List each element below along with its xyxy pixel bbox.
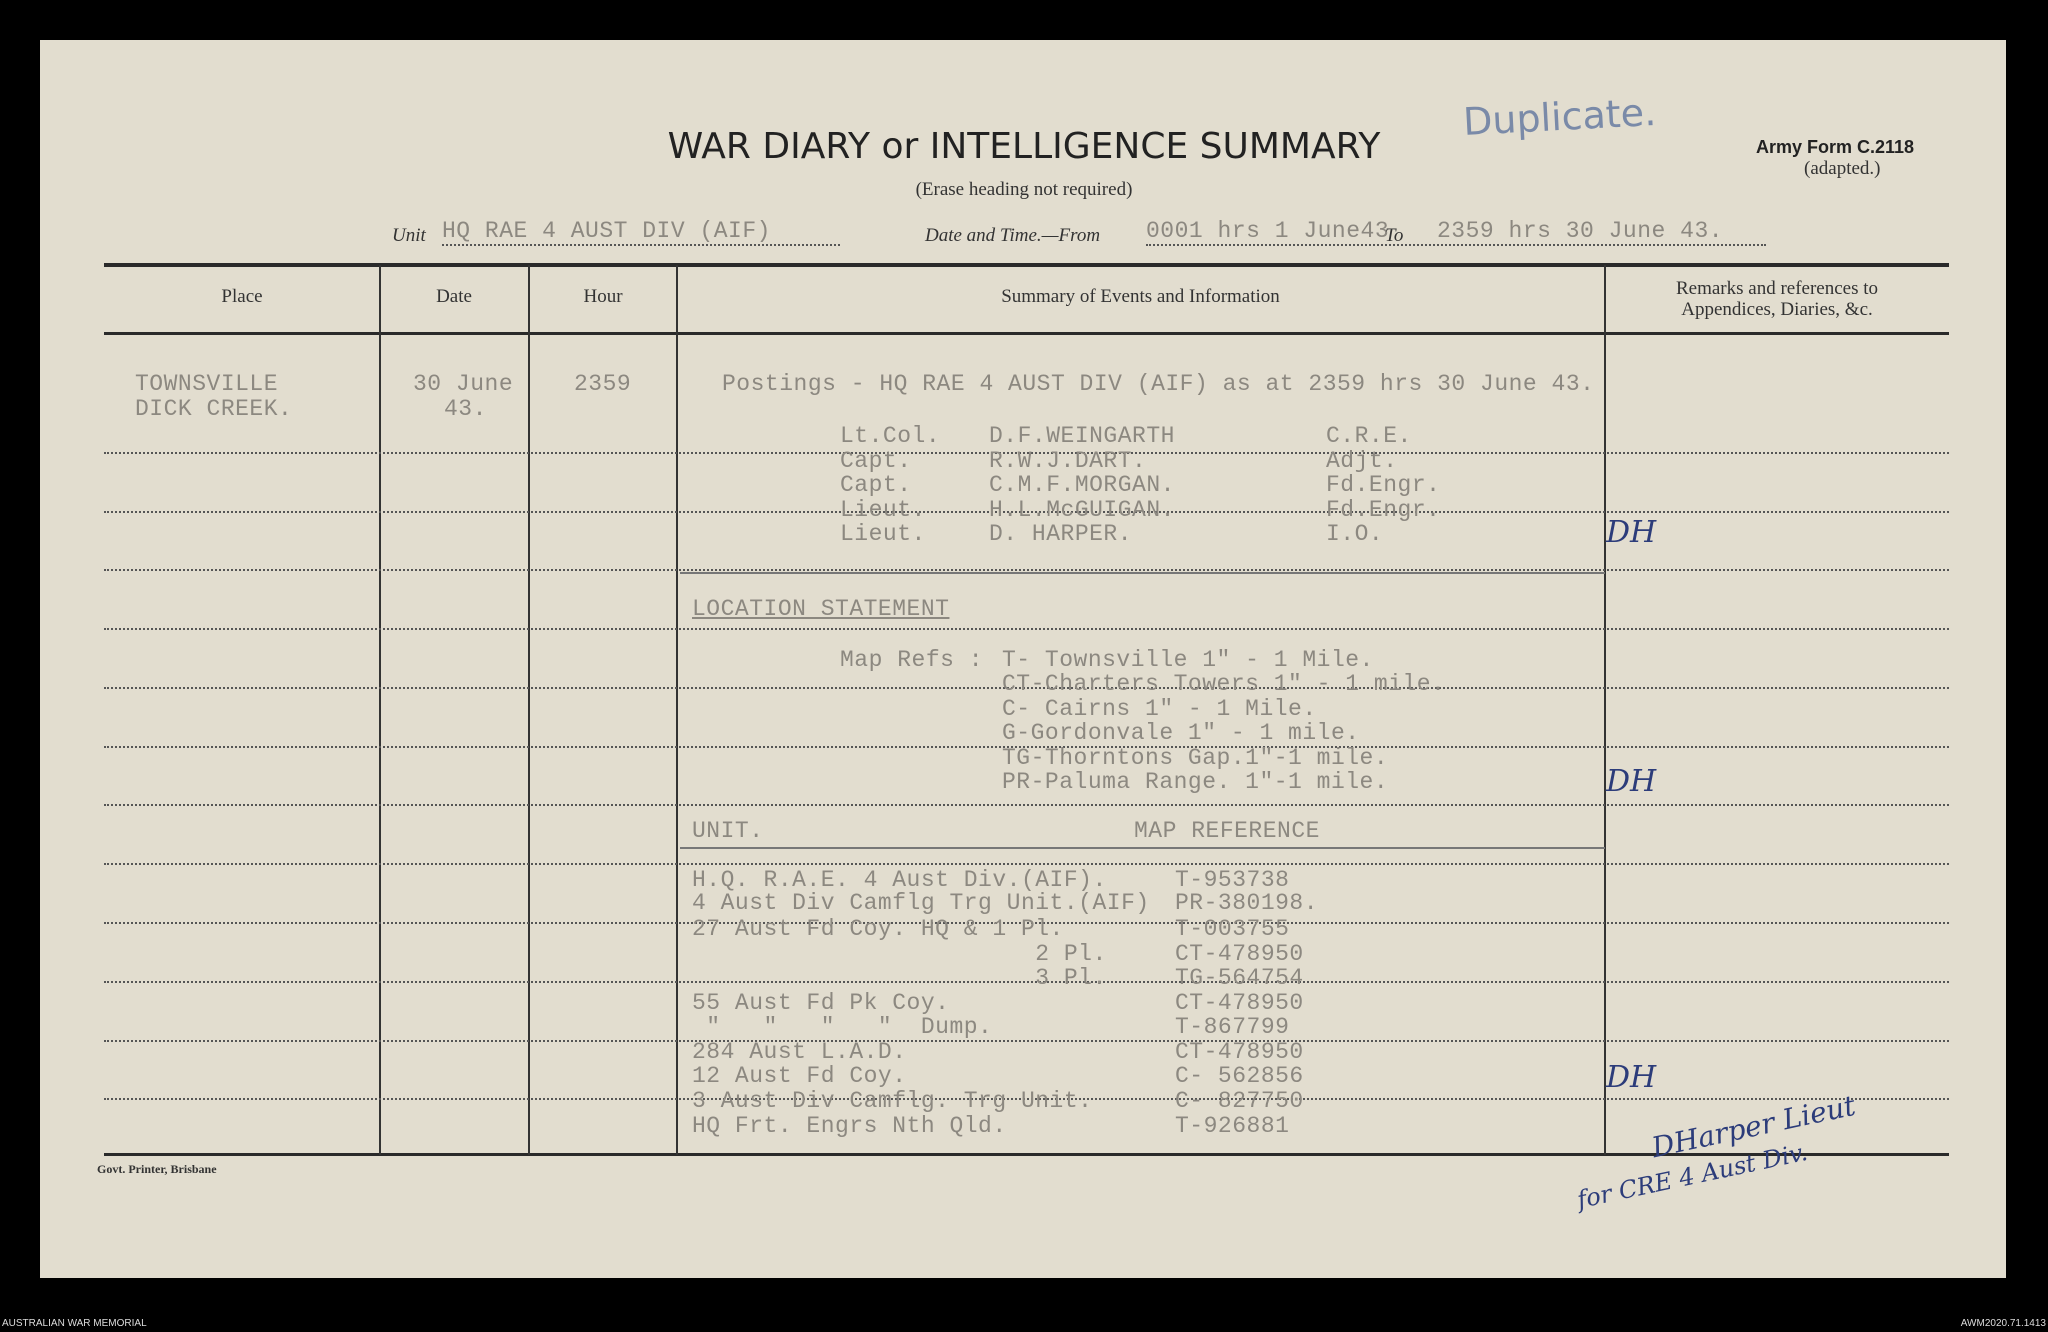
posting-role: Fd.Engr. xyxy=(1326,497,1441,523)
to-label: To xyxy=(1385,225,1404,246)
header-rule xyxy=(104,332,1949,335)
ruled-line xyxy=(104,511,1949,513)
column-divider xyxy=(379,265,381,1155)
unit-map-ref: C- 562856 xyxy=(1175,1063,1304,1089)
table-bottom-rule xyxy=(104,1153,1949,1156)
unit-name: 2 Pl. xyxy=(692,941,1107,967)
posting-name: R.W.J.DART. xyxy=(989,448,1147,474)
ruled-line xyxy=(104,981,1949,983)
unit-value: HQ RAE 4 AUST DIV (AIF) xyxy=(442,218,840,246)
document-page xyxy=(40,40,2006,1278)
date-time-label: Date and Time.—From xyxy=(925,225,1101,246)
unit-name: 284 Aust L.A.D. xyxy=(692,1039,907,1065)
col-date: Date xyxy=(436,286,472,307)
column-divider xyxy=(528,265,530,1155)
ruled-line xyxy=(104,1040,1949,1042)
date-to: 2359 hrs 30 June 43. xyxy=(1437,218,1724,244)
col-place: Place xyxy=(221,286,263,307)
unit-name: 3 Aust Div Camflg. Trg Unit. xyxy=(692,1088,1093,1114)
col-hour: Hour xyxy=(583,286,623,307)
unit-label: Unit xyxy=(392,225,426,246)
ruled-line xyxy=(104,922,1949,924)
posting-name: C.M.F.MORGAN. xyxy=(989,472,1175,498)
posting-name: D. HARPER. xyxy=(989,521,1133,547)
unit-map-ref: TG-564754 xyxy=(1175,965,1304,991)
posting-rank: Capt. xyxy=(840,448,912,474)
unit-map-ref: T-926881 xyxy=(1175,1113,1290,1139)
col-summary: Summary of Events and Information xyxy=(1001,286,1280,307)
posting-role: Adjt. xyxy=(1326,448,1398,474)
map-ref: CT-Charters Towers 1" - 1 mile. xyxy=(1002,671,1446,697)
place-2: DICK CREEK. xyxy=(135,396,293,422)
date-from: 0001 hrs 1 June43 xyxy=(1146,218,1766,246)
unit-name: 4 Aust Div Camflg Trg Unit.(AIF) xyxy=(692,890,1150,916)
printer-imprint: Govt. Printer, Brisbane xyxy=(97,1162,217,1176)
posting-rank: Lieut. xyxy=(840,497,926,523)
map-refs-label: Map Refs : xyxy=(840,647,984,673)
column-divider xyxy=(676,265,678,1155)
location-title: LOCATION STATEMENT xyxy=(692,596,950,622)
ruled-line xyxy=(104,452,1949,454)
unit-name: H.Q. R.A.E. 4 Aust Div.(AIF). xyxy=(692,867,1107,893)
ruled-line xyxy=(104,746,1949,748)
unit-map-ref: C- 827750 xyxy=(1175,1088,1304,1114)
unit-header: UNIT. xyxy=(692,818,764,844)
col-remarks: Remarks and references to xyxy=(1675,278,1879,299)
initials: DH xyxy=(1606,515,1657,550)
posting-name: D.F.WEINGARTH xyxy=(989,423,1175,449)
unit-map-ref: CT-478950 xyxy=(1175,941,1304,967)
unit-map-ref: PR-380198. xyxy=(1175,890,1319,916)
posting-role: Fd.Engr. xyxy=(1326,472,1441,498)
table-top-rule xyxy=(104,263,1949,267)
posting-name: H.L.McGUIGAN. xyxy=(989,497,1175,523)
footer-right: AWM2020.71.1413 xyxy=(1960,1318,2046,1329)
posting-rank: Lt.Col. xyxy=(840,423,941,449)
map-ref: T- Townsville 1" - 1 Mile. xyxy=(1002,647,1374,673)
map-ref: G-Gordonvale 1" - 1 mile. xyxy=(1002,720,1360,746)
date-1: 30 June xyxy=(413,371,514,397)
posting-rank: Lieut. xyxy=(840,521,926,547)
map-reference-header: MAP REFERENCE xyxy=(1134,818,1320,844)
unit-map-ref: CT-478950 xyxy=(1175,990,1304,1016)
army-form: Army Form C.2118 xyxy=(1756,137,1915,157)
unit-name: 55 Aust Fd Pk Coy. xyxy=(692,990,950,1016)
footer-left: AUSTRALIAN WAR MEMORIAL xyxy=(2,1318,147,1329)
map-ref: PR-Paluma Range. 1"-1 mile. xyxy=(1002,769,1389,795)
unit-name: HQ Frt. Engrs Nth Qld. xyxy=(692,1113,1007,1139)
column-divider xyxy=(1604,265,1606,1155)
date-2: 43. xyxy=(444,396,487,422)
unit-map-ref: T-003755 xyxy=(1175,916,1290,942)
postings-title: Postings - HQ RAE 4 AUST DIV (AIF) as at… xyxy=(722,371,1595,397)
hour: 2359 xyxy=(574,371,632,397)
map-ref: TG-Thorntons Gap.1"-1 mile. xyxy=(1002,745,1389,771)
page-title: WAR DIARY or INTELLIGENCE SUMMARY xyxy=(667,126,1381,167)
unit-name: " " " " Dump. xyxy=(692,1014,993,1040)
section-rule xyxy=(680,847,1605,849)
unit-map-ref: T-953738 xyxy=(1175,867,1290,893)
subtitle: (Erase heading not required) xyxy=(915,179,1133,200)
ruled-line xyxy=(104,1098,1949,1100)
initials: DH xyxy=(1606,764,1657,799)
form-note: (adapted.) xyxy=(1804,158,1881,179)
ruled-line xyxy=(104,687,1949,689)
map-ref: C- Cairns 1" - 1 Mile. xyxy=(1002,696,1317,722)
unit-map-ref: T-867799 xyxy=(1175,1014,1290,1040)
ruled-line xyxy=(104,863,1949,865)
unit-name: 27 Aust Fd Coy. HQ & 1 Pl. xyxy=(692,916,1064,942)
posting-role: I.O. xyxy=(1326,521,1384,547)
ruled-line xyxy=(104,569,1949,571)
ruled-line xyxy=(104,804,1949,806)
place-1: TOWNSVILLE xyxy=(135,371,279,397)
col-remarks-2: Appendices, Diaries, &c. xyxy=(1681,299,1873,320)
section-rule xyxy=(680,572,1605,574)
unit-map-ref: CT-478950 xyxy=(1175,1039,1304,1065)
posting-role: C.R.E. xyxy=(1326,423,1412,449)
ruled-line xyxy=(104,628,1949,630)
unit-name: 3 Pl. xyxy=(692,965,1107,991)
initials: DH xyxy=(1606,1060,1657,1095)
unit-name: 12 Aust Fd Coy. xyxy=(692,1063,907,1089)
posting-rank: Capt. xyxy=(840,472,912,498)
